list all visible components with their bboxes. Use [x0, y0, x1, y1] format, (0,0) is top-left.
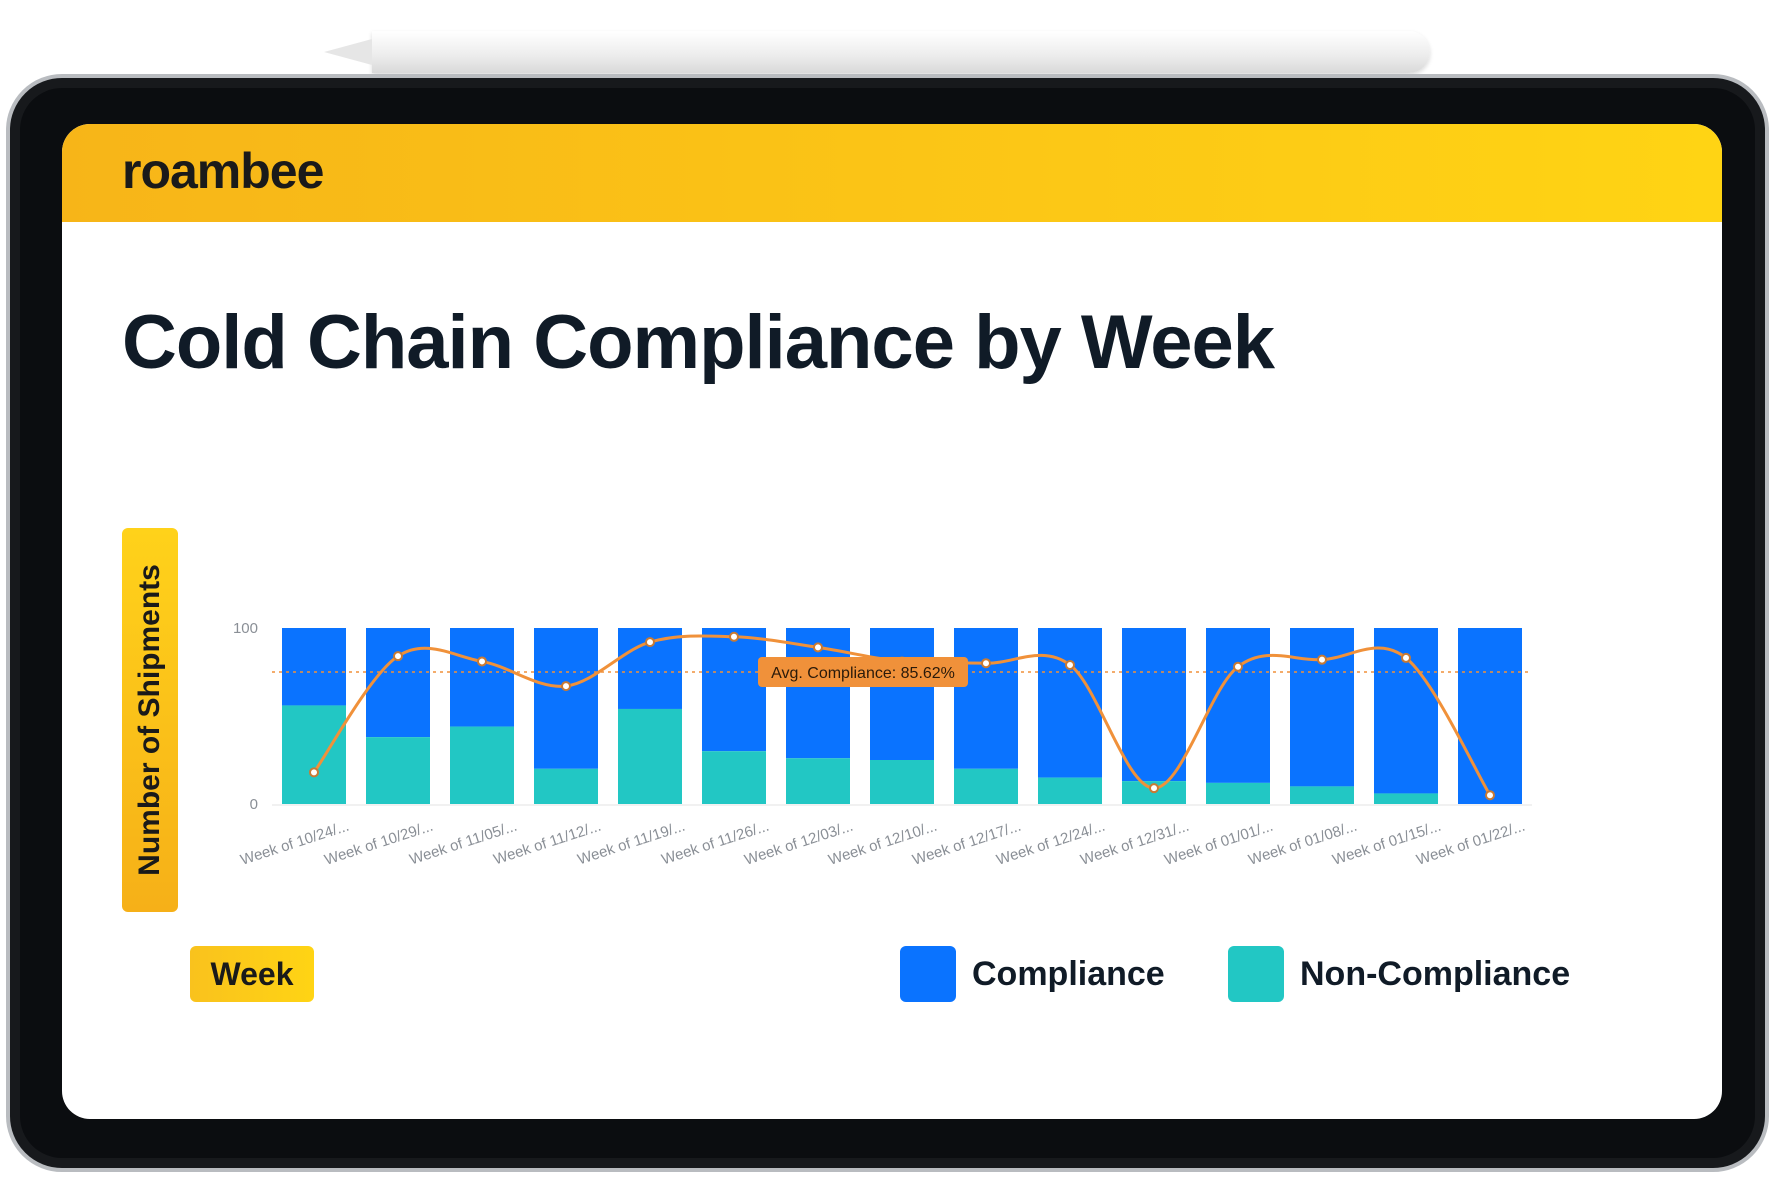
- trend-point: [1149, 783, 1159, 794]
- y-tick-label: 0: [250, 796, 258, 813]
- y-axis-label-box: Number of Shipments: [122, 528, 178, 912]
- bar-compliance: [870, 628, 934, 760]
- bar-compliance: [534, 628, 598, 769]
- avg-compliance-label-bg: [758, 657, 968, 687]
- bar-compliance: [1458, 628, 1522, 804]
- trend-point: [645, 637, 655, 648]
- bar-non-compliance: [366, 737, 430, 804]
- brand-header-bar: roambee: [62, 124, 1722, 222]
- legend-label-compliance: Compliance: [972, 954, 1165, 993]
- bar-compliance: [1290, 628, 1354, 787]
- bar-non-compliance: [954, 768, 1018, 804]
- bar-compliance: [1122, 628, 1186, 782]
- x-axis-label-box: Week: [190, 946, 314, 1002]
- bar-compliance: [1374, 628, 1438, 794]
- trend-point: [561, 681, 571, 692]
- tablet-screen: roambee Cold Chain Compliance by Week Nu…: [62, 124, 1722, 1119]
- stylus-pencil: [324, 31, 1430, 73]
- x-axis-label: Week: [210, 955, 294, 992]
- avg-compliance-label: Avg. Compliance: 85.62%: [771, 665, 955, 682]
- legend-label-non-compliance: Non-Compliance: [1300, 954, 1571, 993]
- trend-point: [393, 651, 403, 662]
- bar-non-compliance: [870, 760, 934, 804]
- trend-point: [1317, 654, 1327, 665]
- bar-compliance: [1038, 628, 1102, 778]
- trend-point: [813, 642, 823, 653]
- stylus-tip: [324, 39, 372, 65]
- legend-swatch-non-compliance: [1228, 946, 1284, 1002]
- bar-non-compliance: [534, 768, 598, 804]
- trend-point: [1401, 652, 1411, 663]
- trend-point: [1485, 790, 1495, 801]
- bar-compliance: [366, 628, 430, 738]
- bar-non-compliance: [702, 751, 766, 804]
- legend-item-non-compliance: Non-Compliance: [1228, 946, 1570, 1002]
- trend-point: [1233, 661, 1243, 672]
- bar-non-compliance: [786, 758, 850, 804]
- trend-point: [477, 656, 487, 667]
- bar-compliance: [702, 628, 766, 752]
- bar-compliance: [954, 628, 1018, 769]
- bar-non-compliance: [1374, 793, 1438, 804]
- bar-compliance: [1206, 628, 1270, 783]
- brand-logo: roambee: [122, 143, 324, 199]
- bar-non-compliance: [450, 726, 514, 804]
- legend-swatch-compliance: [900, 946, 956, 1002]
- chart-title: Cold Chain Compliance by Week: [122, 300, 1275, 385]
- bar-non-compliance: [1290, 786, 1354, 804]
- trend-point: [729, 631, 739, 642]
- y-tick-label: 100: [233, 620, 258, 637]
- bar-non-compliance: [1206, 782, 1270, 804]
- legend-item-compliance: Compliance: [900, 946, 1165, 1002]
- bar-non-compliance: [282, 705, 346, 804]
- bar-non-compliance: [1038, 777, 1102, 804]
- trend-point: [309, 767, 319, 778]
- trend-point: [1065, 659, 1075, 670]
- bar-compliance: [282, 628, 346, 706]
- trend-point: [981, 658, 991, 669]
- bar-compliance: [450, 628, 514, 727]
- bar-non-compliance: [618, 708, 682, 804]
